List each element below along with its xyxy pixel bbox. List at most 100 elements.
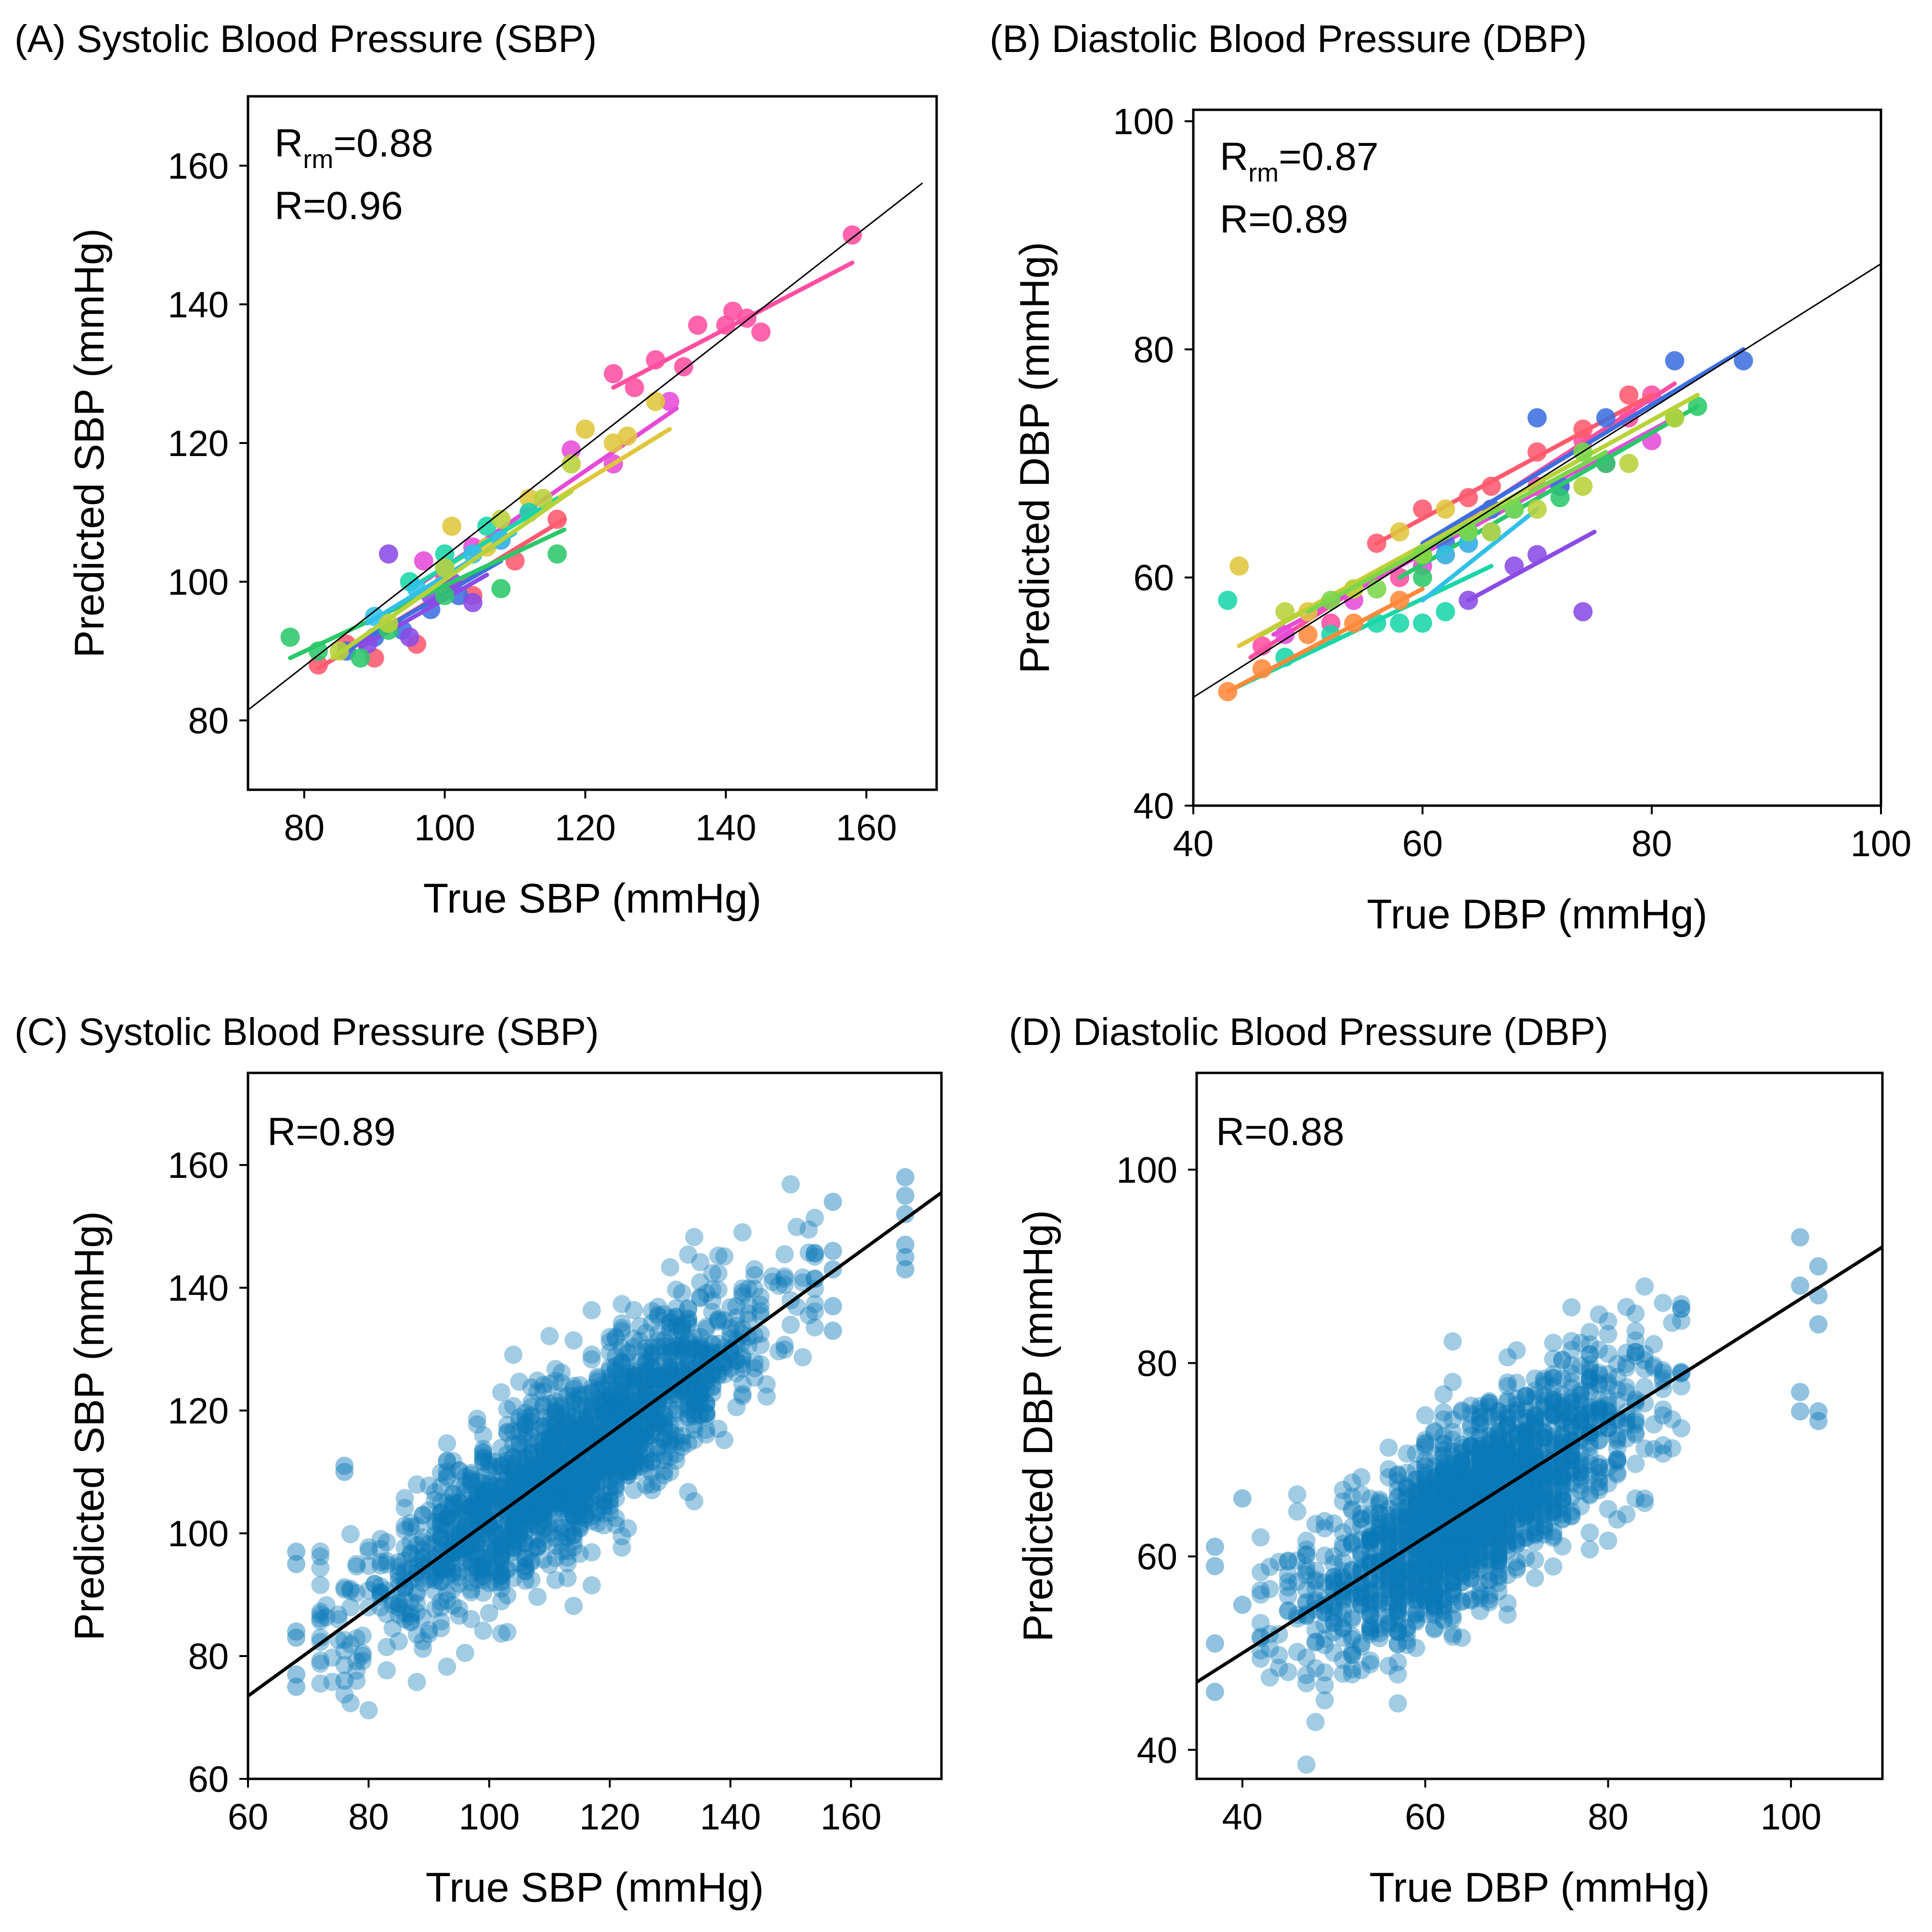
data-point	[534, 1550, 553, 1569]
data-point	[492, 1486, 510, 1504]
data-point	[613, 1400, 631, 1419]
data-point	[341, 1635, 360, 1654]
data-point	[588, 1452, 607, 1471]
data-point	[486, 1511, 505, 1530]
data-point	[691, 1386, 710, 1405]
data-point	[564, 1440, 583, 1459]
data-point	[462, 1504, 481, 1523]
data-point	[594, 1394, 613, 1413]
data-point	[1436, 602, 1455, 622]
data-point	[637, 1371, 655, 1390]
data-point	[606, 1400, 625, 1419]
data-point	[498, 1534, 517, 1553]
data-point	[625, 1376, 643, 1395]
data-point	[600, 1358, 619, 1377]
data-point	[516, 1557, 535, 1576]
data-point	[564, 1498, 583, 1517]
data-point	[468, 1497, 486, 1516]
data-point	[655, 1305, 673, 1323]
data-point	[685, 1377, 704, 1396]
data-point	[492, 1556, 510, 1575]
data-point	[540, 1494, 559, 1513]
y-tick-label: 160	[168, 1145, 229, 1186]
data-point	[1498, 1348, 1517, 1367]
data-point	[1205, 1634, 1224, 1653]
data-point	[1809, 1411, 1828, 1430]
data-point	[528, 1497, 547, 1516]
data-point	[498, 1540, 517, 1559]
data-point	[1443, 1332, 1462, 1351]
data-point	[1526, 1419, 1544, 1438]
data-point	[1665, 408, 1684, 428]
data-point	[564, 1492, 583, 1511]
data-point	[806, 1247, 824, 1266]
plot-area	[1218, 347, 1753, 702]
data-point	[594, 1444, 613, 1463]
data-point	[745, 1353, 764, 1371]
data-point	[510, 1513, 529, 1532]
data-point	[649, 1307, 667, 1326]
data-point	[335, 1656, 354, 1674]
data-point	[341, 1598, 360, 1617]
panel-c: (C) Systolic Blood Pressure (SBP) 60 80 100…	[14, 1010, 943, 1911]
data-point	[642, 1409, 661, 1427]
data-point	[546, 1435, 565, 1454]
data-point	[613, 1352, 631, 1371]
data-point	[522, 1393, 541, 1412]
data-point	[564, 1482, 583, 1501]
data-point	[806, 1318, 824, 1337]
data-point	[667, 1299, 686, 1318]
data-point	[582, 1474, 601, 1492]
data-point	[498, 1561, 517, 1580]
data-point	[588, 1445, 607, 1463]
data-point	[715, 1357, 734, 1376]
data-point	[625, 1366, 643, 1385]
data-point	[510, 1507, 529, 1526]
data-point	[546, 1359, 565, 1378]
data-point	[480, 1515, 498, 1534]
data-point	[552, 1542, 571, 1561]
data-point	[733, 1287, 752, 1305]
data-point	[522, 1470, 541, 1488]
data-point	[576, 1461, 595, 1480]
data-point	[492, 1536, 510, 1554]
group-fit-line	[330, 489, 574, 660]
data-point	[685, 1394, 704, 1413]
data-point	[534, 1452, 553, 1471]
data-point	[769, 1342, 788, 1361]
data-point	[570, 1519, 589, 1538]
data-point	[606, 1470, 625, 1489]
data-point	[600, 1443, 619, 1462]
data-point	[618, 1462, 637, 1481]
data-point	[311, 1576, 330, 1594]
data-point	[431, 1572, 450, 1591]
data-point	[709, 1334, 728, 1353]
data-point	[522, 1444, 541, 1462]
data-point	[558, 1421, 577, 1440]
data-point	[582, 1507, 601, 1526]
data-point	[588, 1462, 607, 1480]
data-point	[431, 1505, 450, 1524]
data-point	[649, 1356, 667, 1375]
data-point	[335, 1631, 354, 1649]
data-point	[540, 1374, 559, 1393]
data-point	[498, 1451, 517, 1470]
data-point	[618, 1415, 637, 1434]
data-point	[510, 1526, 529, 1544]
data-point	[733, 1279, 752, 1298]
data-point	[450, 1461, 469, 1480]
data-point	[504, 1542, 522, 1561]
data-point	[1580, 1523, 1599, 1542]
data-point	[522, 1496, 541, 1515]
data-point	[673, 1427, 692, 1446]
data-point	[1233, 1489, 1252, 1508]
data-point	[775, 1275, 794, 1294]
data-point	[450, 1599, 469, 1618]
x-tick-label: 80	[284, 808, 325, 849]
data-point	[498, 1623, 517, 1642]
data-point	[534, 1501, 553, 1520]
data-point	[419, 1569, 438, 1588]
data-point	[431, 1541, 450, 1560]
data-point	[1480, 1593, 1499, 1612]
data-point	[667, 1326, 686, 1345]
